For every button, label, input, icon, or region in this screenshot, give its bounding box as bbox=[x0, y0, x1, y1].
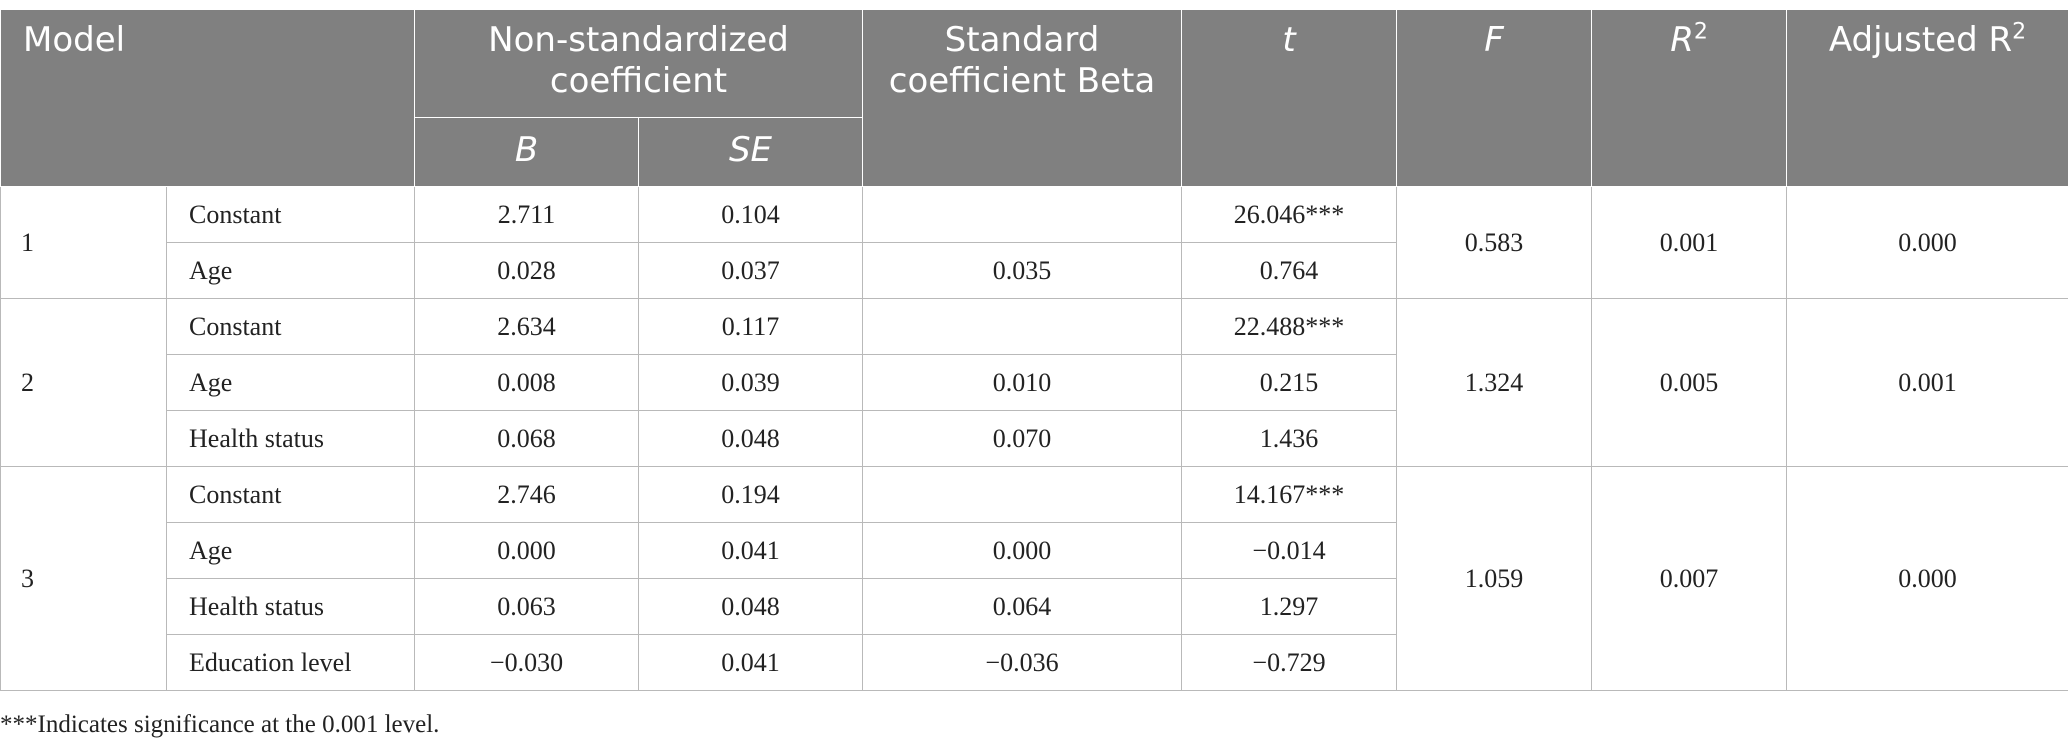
t-cell: 14.167*** bbox=[1181, 466, 1397, 523]
table-row: Age 0.008 0.039 0.010 0.215 bbox=[1, 354, 2068, 411]
header-f: F bbox=[1396, 9, 1592, 187]
se-cell: 0.041 bbox=[638, 522, 863, 579]
header-model: Model bbox=[0, 9, 415, 187]
t-cell: 22.488*** bbox=[1181, 298, 1397, 355]
model-number-cell: 1 bbox=[0, 186, 167, 299]
adj-r2-superscript: 2 bbox=[2012, 19, 2027, 45]
table-body: 1 Constant 2.711 0.104 26.046*** 0.583 0.001 0.… bbox=[0, 186, 2068, 691]
header-b: B bbox=[414, 117, 639, 187]
r2-cell: 0.001 bbox=[1591, 186, 1787, 299]
model-number-cell: 2 bbox=[0, 298, 167, 467]
variable-cell: Health status bbox=[166, 410, 415, 467]
se-cell: 0.104 bbox=[638, 186, 863, 243]
r2-cell: 0.007 bbox=[1591, 466, 1787, 691]
adj-r2-cell: 0.001 bbox=[1786, 298, 2068, 467]
variable-cell: Constant bbox=[166, 298, 415, 355]
beta-cell: 0.035 bbox=[862, 242, 1182, 299]
b-cell: 0.068 bbox=[414, 410, 639, 467]
footnote: ***Indicates significance at the 0.001 l… bbox=[0, 711, 440, 738]
t-cell: 0.764 bbox=[1181, 242, 1397, 299]
table-row: Health status 0.068 0.048 0.070 1.436 bbox=[1, 410, 2068, 467]
r2-base: R bbox=[1670, 20, 1694, 60]
variable-cell: Health status bbox=[166, 578, 415, 635]
b-cell: 0.028 bbox=[414, 242, 639, 299]
table-row: Education level −0.030 0.041 −0.036 −0.729 bbox=[1, 634, 2068, 691]
r2-superscript: 2 bbox=[1693, 19, 1708, 45]
se-cell: 0.037 bbox=[638, 242, 863, 299]
b-cell: 0.063 bbox=[414, 578, 639, 635]
t-cell: −0.014 bbox=[1181, 522, 1397, 579]
t-cell: 1.436 bbox=[1181, 410, 1397, 467]
beta-cell bbox=[862, 298, 1182, 355]
t-cell: 26.046*** bbox=[1181, 186, 1397, 243]
f-cell: 1.324 bbox=[1396, 298, 1592, 467]
beta-cell: −0.036 bbox=[862, 634, 1182, 691]
variable-cell: Age bbox=[166, 354, 415, 411]
f-cell: 0.583 bbox=[1396, 186, 1592, 299]
table-header: Model Non-standardized coefficient Stand… bbox=[0, 9, 2068, 187]
adj-r2-cell: 0.000 bbox=[1786, 466, 2068, 691]
header-adjusted-r-squared: Adjusted R2 bbox=[1786, 9, 2068, 187]
table-row: 2 Constant 2.634 0.117 22.488*** 1.324 0.005 0.… bbox=[0, 298, 2068, 467]
b-cell: 2.711 bbox=[414, 186, 639, 243]
variable-cell: Constant bbox=[166, 466, 415, 523]
beta-cell bbox=[862, 186, 1182, 243]
table-row: Health status 0.063 0.048 0.064 1.297 bbox=[1, 578, 2068, 635]
model-number-cell: 3 bbox=[0, 466, 167, 691]
beta-cell bbox=[862, 466, 1182, 523]
t-cell: −0.729 bbox=[1181, 634, 1397, 691]
table-row: 3 Constant 2.746 0.194 14.167*** 1.059 0.007 0.… bbox=[0, 466, 2068, 691]
se-cell: 0.194 bbox=[638, 466, 863, 523]
se-cell: 0.048 bbox=[638, 410, 863, 467]
variable-cell: Education level bbox=[166, 634, 415, 691]
se-cell: 0.041 bbox=[638, 634, 863, 691]
header-se: SE bbox=[638, 117, 863, 187]
beta-cell: 0.000 bbox=[862, 522, 1182, 579]
se-cell: 0.117 bbox=[638, 298, 863, 355]
variable-cell: Age bbox=[166, 522, 415, 579]
b-cell: 2.746 bbox=[414, 466, 639, 523]
header-r-squared: R2 bbox=[1591, 9, 1787, 187]
beta-cell: 0.070 bbox=[862, 410, 1182, 467]
t-cell: 0.215 bbox=[1181, 354, 1397, 411]
adj-r2-cell: 0.000 bbox=[1786, 186, 2068, 299]
table-row: 1 Constant 2.711 0.104 26.046*** 0.583 0.001 0.… bbox=[0, 186, 2068, 299]
header-t: t bbox=[1181, 9, 1397, 187]
table-row: Age 0.000 0.041 0.000 −0.014 bbox=[1, 522, 2068, 579]
regression-table: Model Non-standardized coefficient Stand… bbox=[0, 9, 2068, 691]
f-cell: 1.059 bbox=[1396, 466, 1592, 691]
b-cell: 0.000 bbox=[414, 522, 639, 579]
header-standard-coefficient-beta: Standard coefficient Beta bbox=[862, 9, 1182, 187]
variable-cell: Constant bbox=[166, 186, 415, 243]
b-cell: −0.030 bbox=[414, 634, 639, 691]
header-nonstandardized-coefficient: Non-standardized coefficient bbox=[414, 9, 863, 118]
b-cell: 0.008 bbox=[414, 354, 639, 411]
t-cell: 1.297 bbox=[1181, 578, 1397, 635]
se-cell: 0.039 bbox=[638, 354, 863, 411]
adj-r2-base: Adjusted R bbox=[1828, 20, 2013, 60]
b-cell: 2.634 bbox=[414, 298, 639, 355]
beta-cell: 0.064 bbox=[862, 578, 1182, 635]
variable-cell: Age bbox=[166, 242, 415, 299]
se-cell: 0.048 bbox=[638, 578, 863, 635]
r2-cell: 0.005 bbox=[1591, 298, 1787, 467]
beta-cell: 0.010 bbox=[862, 354, 1182, 411]
